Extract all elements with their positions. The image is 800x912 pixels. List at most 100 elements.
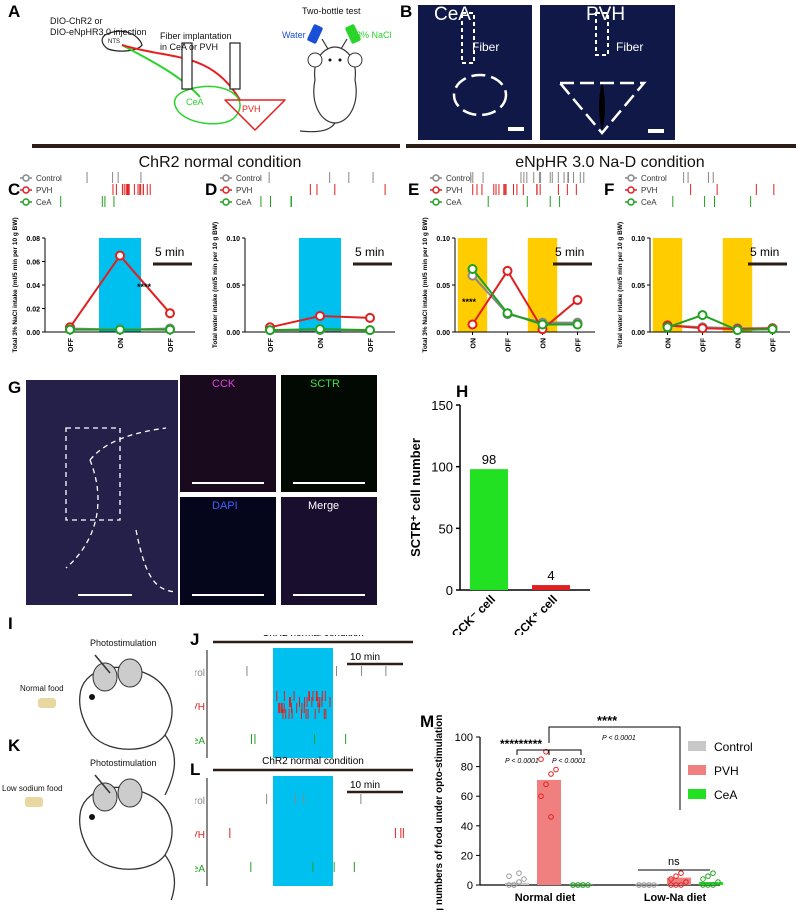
panel-f-y-tick-label: 0.00 [631, 330, 645, 337]
panel-letter-d: D [205, 180, 218, 199]
panel-c-significance: **** [137, 282, 152, 292]
panel-f-legend-label-pvh: PVH [641, 186, 658, 195]
m-group-label-1: Low-Na diet [644, 892, 707, 904]
normal-food-label: Normal food [20, 684, 64, 693]
m-p-value-2: P < 0.0001 [552, 758, 586, 765]
cea-outline [173, 85, 241, 125]
m-dot-1-2 [700, 876, 706, 882]
panel-c-series-cea-point [165, 324, 175, 335]
fiber-implant-line-2: in CeA or PVH [160, 42, 219, 52]
panel-f-series-cea-line [667, 314, 773, 332]
m-dot-1-1 [683, 879, 689, 885]
panel-j-scale-label: 10 min [350, 652, 380, 663]
panel-c-y-tick-label: 0.02 [26, 307, 40, 314]
cea-fiber-label: Fiber [472, 40, 500, 54]
g-merge-overlay [293, 594, 365, 596]
m-dot-0-1 [543, 781, 549, 788]
panel-letter-g: G [8, 378, 22, 397]
g-sctr-overlay [293, 482, 365, 484]
panel-e-y-title: Total 3% NaCl intake (ml/5 min per 10 g … [422, 217, 429, 352]
panel-f-stim-window [652, 238, 683, 332]
panel-d-series-pvh-point [365, 312, 375, 323]
h-bar-1 [532, 585, 570, 590]
panel-e-series-cea-point [537, 319, 548, 330]
panel-c-legend-marker-pvh [22, 186, 30, 194]
m-dot-0-2 [580, 882, 586, 888]
pvh-schematic-label: PVH [242, 104, 261, 114]
cea-micrograph [418, 5, 532, 140]
g-cck-overlay [192, 482, 264, 484]
panel-e-legend-marker-control [432, 174, 440, 182]
panel-letter-j: J [190, 630, 200, 649]
panel-c-y-tick-label: 0.08 [26, 236, 40, 243]
m-legend-swatch-pvh [688, 765, 706, 775]
panel-c-legend-marker-control [22, 174, 30, 182]
panel-d-legend-marker-pvh [222, 186, 230, 194]
panel-e-x-label: ON [541, 338, 548, 349]
mouse-icon-k [79, 774, 176, 900]
panel-e-significance: **** [462, 297, 477, 307]
low-sodium-food-icon [25, 797, 43, 807]
panel-e-series-pvh-point [502, 265, 513, 276]
panel-c-x-label: OFF [168, 337, 175, 352]
pvh-micrograph-overlay [557, 12, 664, 135]
mouse-illustrations [25, 654, 176, 900]
m-dot-1-2 [710, 882, 716, 888]
raster-plots-jl: ChR2 normal condition 10 min Control PVH CeA… [195, 635, 413, 886]
cea-schematic-label: CeA [186, 97, 204, 107]
pvh-fiber-label: Fiber [616, 40, 644, 54]
panel-f-x-label: ON [666, 338, 673, 349]
cea-micrograph-overlay [452, 12, 524, 131]
panel-f-x-label: OFF [771, 337, 778, 352]
panel-d-scale-label: 5 min [355, 245, 384, 259]
g-sctr-image [281, 375, 377, 492]
pvh-micro-title: PVH [586, 4, 626, 25]
water-bottle-icon [307, 24, 329, 50]
panel-j-stim-window [273, 648, 333, 758]
panel-letter-a: A [8, 2, 21, 21]
panel-e-y-tick-label: 0.10 [436, 236, 450, 243]
m-p-value-3: P < 0.0001 [602, 735, 636, 742]
panel-l-title: ChR2 normal condition [262, 756, 364, 767]
nacl-bottle-icon [340, 24, 361, 50]
h-y-tick-label: 150 [431, 398, 453, 413]
mouse-top-view [299, 46, 363, 133]
m-dot-0-1 [548, 814, 554, 820]
h-y-tick-label: 0 [446, 583, 453, 598]
m-dot-0-1 [548, 771, 554, 777]
h-category-label-1: CCK⁺ cell [511, 592, 560, 635]
panel-d-y-title: Total water intake (ml/5 min per 10 g BW… [212, 222, 219, 348]
panel-d-series-cea-point [365, 325, 375, 336]
panel-letter-c: C [8, 180, 21, 199]
panel-e-x-label: ON [471, 338, 478, 349]
m-y-tick-label: 0 [467, 880, 473, 892]
h-y-title: SCTR⁺ cell number [408, 438, 423, 557]
panel-c-y-tick-label: 0.04 [26, 283, 40, 290]
m-dot-0-0 [506, 873, 512, 879]
panel-f-legend-marker-pvh [627, 186, 635, 194]
panel-a-schematic [101, 24, 363, 133]
enphr-section-bar [406, 144, 796, 148]
panel-f-x-label: OFF [701, 337, 708, 352]
panel-letter-k: K [8, 736, 21, 755]
cck-channel-label: CCK [212, 378, 236, 390]
fiber-implant-label: Fiber implantation in CeA or PVH [160, 31, 232, 53]
dapi-channel-label: DAPI [212, 500, 238, 512]
panel-l-row-label: CeA [195, 864, 205, 875]
h-y-tick-label: 100 [431, 460, 453, 475]
m-legend-label-cea: CeA [714, 788, 737, 802]
panel-l-stim-window [273, 776, 333, 886]
g-merge-image [281, 497, 377, 605]
panel-c-legend-label-cea: CeA [36, 198, 52, 207]
panel-c-y-tick-label: 0.06 [26, 260, 40, 267]
m-dot-0-1 [538, 793, 544, 799]
panel-e-legend-label-cea: CeA [446, 198, 462, 207]
nts-label: NTS [108, 39, 120, 45]
panel-d-x-label: OFF [368, 337, 375, 352]
panel-letter-m: M [420, 712, 435, 731]
panel-d-legend-marker-control [222, 174, 230, 182]
m-dot-0-1 [538, 756, 544, 763]
panel-d-series-cea-point [265, 325, 275, 336]
panel-letter-i: I [8, 614, 13, 633]
m-group-label-0: Normal diet [515, 892, 576, 904]
